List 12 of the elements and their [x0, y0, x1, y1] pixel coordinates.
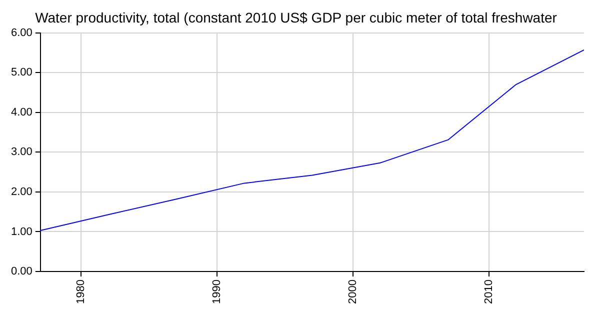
y-tick-label: 5.00	[10, 66, 32, 79]
y-tick-label: 0.00	[10, 266, 32, 278]
y-tick-label: 3.00	[10, 146, 32, 158]
chart-title: Water productivity, total (constant 2010 US$ GDP per cubic meter of total freshwater	[35, 9, 558, 26]
y-tick-label: 1.00	[10, 226, 32, 238]
x-tick-label: 1980	[75, 280, 88, 304]
x-tick-label: 1990	[211, 280, 224, 304]
x-tick-label: 2010	[482, 280, 495, 304]
y-tick-label: 2.00	[10, 186, 32, 198]
y-tick-label: 6.00	[10, 26, 32, 39]
x-tick-label: 2000	[347, 280, 360, 304]
y-tick-label: 4.00	[10, 106, 32, 118]
